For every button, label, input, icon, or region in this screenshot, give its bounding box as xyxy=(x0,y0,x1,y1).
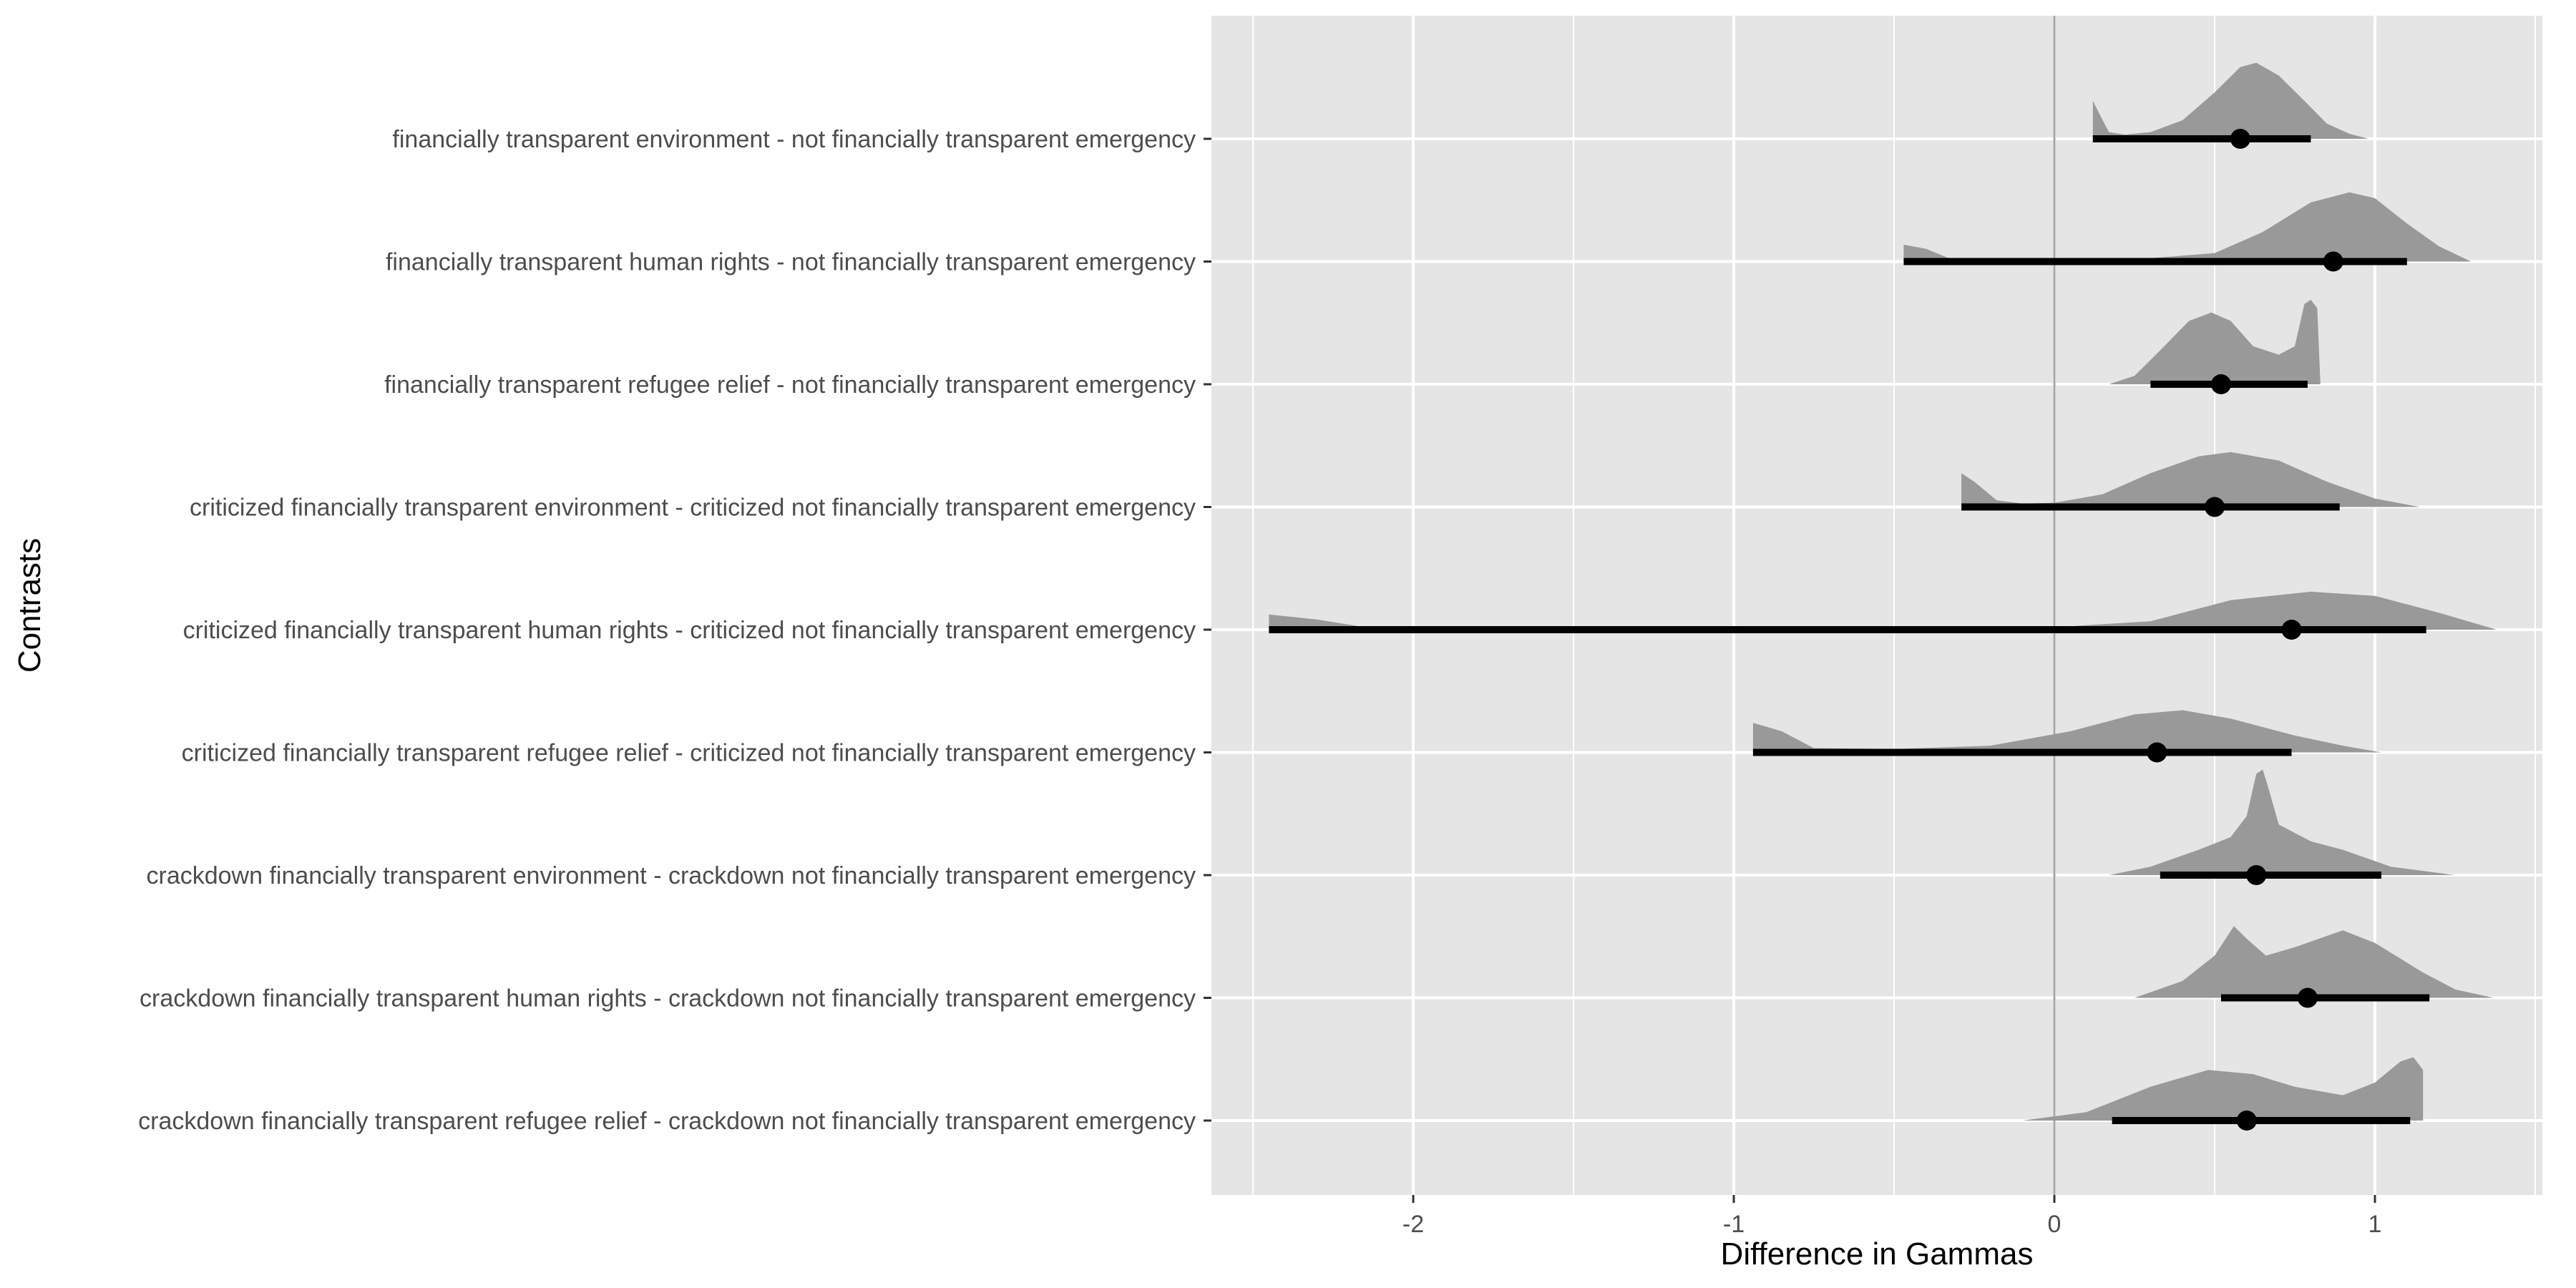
x-tick-label: 1 xyxy=(2368,1211,2382,1238)
y-tick-label: financially transparent refugee relief -… xyxy=(384,371,1196,399)
y-tick-label: financially transparent human rights - n… xyxy=(386,249,1196,276)
point-estimate xyxy=(2297,987,2318,1008)
density-shape xyxy=(1269,591,2497,630)
x-tick-label: -1 xyxy=(1723,1211,1745,1238)
y-tick-label: crackdown financially transparent enviro… xyxy=(147,862,1196,889)
density-shape xyxy=(2109,300,2321,384)
x-axis-ticks: -2 -1 0 1 xyxy=(1402,1195,2382,1238)
series-marks xyxy=(1269,62,2497,1131)
density-shape xyxy=(1752,710,2381,753)
y-axis-title: Contrasts xyxy=(12,538,47,673)
point-estimate xyxy=(2246,865,2267,885)
point-estimate xyxy=(2281,620,2302,640)
density-shape xyxy=(1961,452,2420,507)
point-estimate xyxy=(2230,129,2250,149)
x-axis-title: Difference in Gammas xyxy=(1721,1236,2034,1272)
point-estimate xyxy=(2147,742,2167,763)
y-tick-label: criticized financially transparent human… xyxy=(183,617,1196,644)
density-shape xyxy=(1903,192,2472,262)
density-shape xyxy=(2135,926,2494,998)
point-estimate xyxy=(2210,374,2231,394)
point-estimate xyxy=(2205,497,2225,517)
y-tick-label: criticized financially transparent envir… xyxy=(190,494,1196,522)
density-shape xyxy=(2092,62,2368,139)
y-axis-ticks: financially transparent environment - no… xyxy=(138,126,1211,1135)
y-tick-label: criticized financially transparent refug… xyxy=(182,740,1196,767)
density-shape xyxy=(2109,769,2455,875)
point-estimate xyxy=(2323,251,2343,272)
y-tick-label: crackdown financially transparent human … xyxy=(140,985,1196,1013)
y-tick-label: financially transparent environment - no… xyxy=(392,126,1196,153)
y-tick-label: crackdown financially transparent refuge… xyxy=(138,1108,1196,1135)
point-estimate xyxy=(2236,1111,2257,1131)
x-tick-label: 0 xyxy=(2048,1211,2062,1238)
density-shape xyxy=(2022,1057,2424,1121)
x-tick-label: -2 xyxy=(1402,1211,1424,1238)
